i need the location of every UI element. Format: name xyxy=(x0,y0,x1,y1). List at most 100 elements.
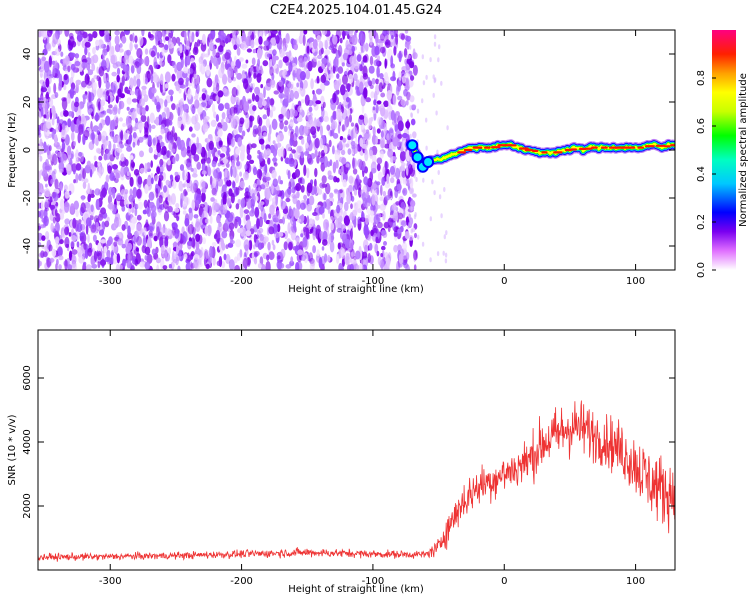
noise-speckle xyxy=(233,107,238,114)
noise-speckle xyxy=(145,219,149,227)
noise-speckle xyxy=(58,119,64,125)
noise-speckle xyxy=(215,60,219,70)
x-tick-label: -300 xyxy=(99,276,122,287)
noise-speckle xyxy=(74,101,80,108)
noise-speckle xyxy=(43,114,47,119)
colorbar-tick-label: 0.8 xyxy=(696,70,707,86)
noise-speckle xyxy=(297,249,304,256)
noise-speckle xyxy=(105,174,110,183)
noise-speckle xyxy=(201,192,206,203)
noise-speckle xyxy=(41,56,47,62)
noise-speckle xyxy=(148,222,155,233)
noise-speckle xyxy=(150,177,154,185)
noise-speckle xyxy=(136,78,141,88)
noise-speckle xyxy=(262,60,269,67)
noise-speckle xyxy=(417,234,420,240)
noise-speckle xyxy=(195,199,200,208)
noise-speckle xyxy=(302,34,306,46)
noise-speckle xyxy=(40,224,45,229)
noise-speckle xyxy=(285,110,290,119)
noise-speckle xyxy=(121,205,126,212)
noise-speckle xyxy=(171,43,175,48)
noise-speckle xyxy=(333,111,337,119)
noise-speckle xyxy=(217,90,224,98)
noise-speckle xyxy=(201,162,206,173)
noise-speckle xyxy=(148,123,152,133)
noise-speckle xyxy=(278,92,285,99)
noise-speckle xyxy=(296,145,302,153)
noise-speckle xyxy=(125,117,132,128)
noise-speckle xyxy=(98,122,103,131)
noise-speckle xyxy=(106,44,110,53)
noise-speckle xyxy=(44,165,51,171)
noise-speckle xyxy=(271,239,275,246)
noise-speckle xyxy=(239,206,244,218)
noise-speckle xyxy=(99,259,107,267)
noise-speckle xyxy=(156,226,160,238)
noise-speckle xyxy=(67,111,74,117)
noise-speckle xyxy=(371,194,376,206)
noise-speckle xyxy=(285,197,291,203)
noise-speckle xyxy=(345,163,350,168)
noise-speckle xyxy=(270,37,276,46)
noise-speckle xyxy=(318,151,321,158)
noise-speckle xyxy=(421,241,425,247)
noise-speckle xyxy=(285,51,292,56)
noise-speckle xyxy=(193,214,199,219)
noise-speckle xyxy=(234,256,238,264)
noise-speckle xyxy=(38,202,41,209)
noise-speckle xyxy=(222,203,228,215)
noise-speckle xyxy=(262,114,268,120)
noise-speckle xyxy=(52,64,56,77)
noise-speckle xyxy=(347,108,351,118)
noise-speckle xyxy=(377,116,382,126)
noise-speckle xyxy=(164,71,171,83)
noise-speckle xyxy=(377,171,383,181)
noise-speckle xyxy=(70,235,77,242)
noise-speckle xyxy=(187,224,194,235)
noise-speckle xyxy=(437,57,440,63)
noise-speckle xyxy=(305,227,310,240)
noise-speckle xyxy=(385,195,390,201)
noise-speckle xyxy=(227,66,234,78)
noise-speckle xyxy=(359,249,363,261)
signal-onset-blob xyxy=(406,139,419,152)
noise-speckle xyxy=(337,242,341,250)
noise-speckle xyxy=(160,141,165,147)
noise-speckle xyxy=(144,127,149,138)
noise-speckle xyxy=(321,106,325,118)
noise-speckle xyxy=(372,126,376,137)
noise-speckle xyxy=(195,233,201,242)
noise-speckle xyxy=(206,64,211,77)
noise-speckle xyxy=(107,165,112,174)
noise-speckle xyxy=(168,141,173,151)
noise-speckle xyxy=(131,207,135,214)
noise-speckle xyxy=(344,201,349,212)
noise-speckle xyxy=(315,214,320,221)
noise-speckle xyxy=(381,245,386,251)
noise-speckle xyxy=(172,179,177,189)
noise-speckle xyxy=(185,183,191,188)
noise-speckle xyxy=(251,57,256,66)
noise-speckle xyxy=(210,55,214,64)
noise-speckle xyxy=(228,259,235,270)
noise-speckle xyxy=(150,74,154,84)
noise-speckle xyxy=(321,246,325,251)
noise-speckle xyxy=(375,78,380,85)
noise-speckle xyxy=(174,171,179,177)
noise-speckle xyxy=(166,30,169,36)
noise-speckle xyxy=(88,108,93,113)
noise-speckle xyxy=(210,30,216,40)
noise-speckle xyxy=(316,35,322,43)
noise-speckle xyxy=(349,239,354,250)
noise-speckle xyxy=(412,48,416,60)
noise-speckle xyxy=(322,201,327,209)
noise-speckle xyxy=(108,236,113,245)
noise-speckle xyxy=(130,265,135,270)
noise-speckle xyxy=(190,237,196,248)
noise-speckle xyxy=(154,175,160,183)
noise-speckle xyxy=(440,80,443,86)
noise-speckle xyxy=(272,49,277,56)
noise-speckle xyxy=(241,63,248,69)
snr-panel: -300 -200 -100 0 100 2000 4000 6000 Height of s… xyxy=(7,329,676,595)
